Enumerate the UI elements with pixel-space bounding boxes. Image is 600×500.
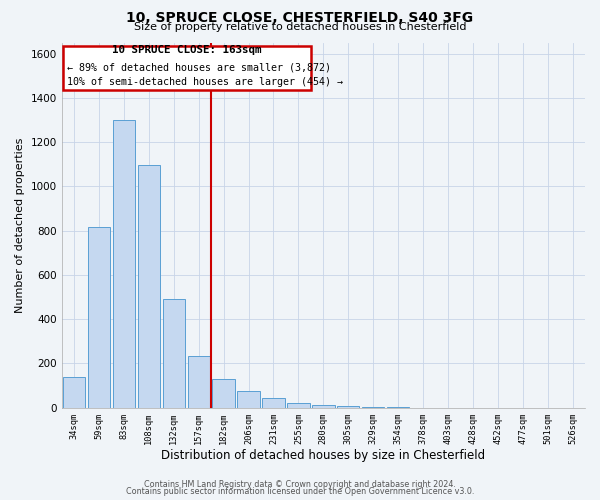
Text: Contains HM Land Registry data © Crown copyright and database right 2024.: Contains HM Land Registry data © Crown c… bbox=[144, 480, 456, 489]
Y-axis label: Number of detached properties: Number of detached properties bbox=[15, 138, 25, 312]
Bar bbox=[88, 228, 110, 408]
Bar bbox=[63, 46, 311, 90]
Bar bbox=[337, 406, 359, 408]
Text: ← 89% of detached houses are smaller (3,872): ← 89% of detached houses are smaller (3,… bbox=[67, 62, 331, 72]
Text: Contains public sector information licensed under the Open Government Licence v3: Contains public sector information licen… bbox=[126, 488, 474, 496]
Text: 10% of semi-detached houses are larger (454) →: 10% of semi-detached houses are larger (… bbox=[67, 77, 343, 87]
Bar bbox=[63, 376, 85, 408]
Text: Size of property relative to detached houses in Chesterfield: Size of property relative to detached ho… bbox=[134, 22, 466, 32]
Bar bbox=[113, 120, 135, 408]
Bar bbox=[262, 398, 285, 407]
Bar bbox=[212, 379, 235, 408]
Bar bbox=[238, 391, 260, 407]
Text: 10, SPRUCE CLOSE, CHESTERFIELD, S40 3FG: 10, SPRUCE CLOSE, CHESTERFIELD, S40 3FG bbox=[127, 11, 473, 25]
Bar bbox=[137, 166, 160, 408]
Bar bbox=[163, 299, 185, 408]
Bar bbox=[188, 356, 210, 408]
Bar bbox=[287, 402, 310, 407]
X-axis label: Distribution of detached houses by size in Chesterfield: Distribution of detached houses by size … bbox=[161, 450, 485, 462]
Bar bbox=[312, 405, 335, 407]
Text: 10 SPRUCE CLOSE: 163sqm: 10 SPRUCE CLOSE: 163sqm bbox=[112, 45, 262, 55]
